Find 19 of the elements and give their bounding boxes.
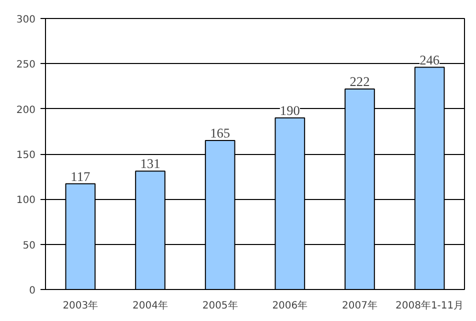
y-tick-label: 300 [16, 14, 36, 26]
y-tick-label: 250 [16, 60, 36, 71]
data-label: 117 [70, 168, 90, 184]
x-tick-label: 2003年 [62, 300, 98, 312]
y-tick-label: 100 [16, 195, 36, 206]
x-tick-label: 2007年 [342, 300, 378, 312]
data-label: 190 [280, 102, 300, 118]
x-tick-label: 2008年1-11月 [396, 300, 464, 312]
y-tick-label: 0 [29, 286, 36, 296]
data-label: 131 [140, 156, 160, 172]
y-tick-label: 150 [16, 150, 36, 161]
x-tick-label: 2004年 [132, 300, 168, 312]
y-tick-label: 200 [16, 104, 36, 116]
y-tick-label: 50 [22, 240, 36, 252]
data-label: 222 [350, 74, 370, 89]
data-label: 165 [210, 125, 230, 140]
data-label: 246 [420, 52, 440, 68]
x-tick-label: 2005年 [202, 300, 238, 312]
x-tick-label: 2006年 [272, 300, 308, 312]
